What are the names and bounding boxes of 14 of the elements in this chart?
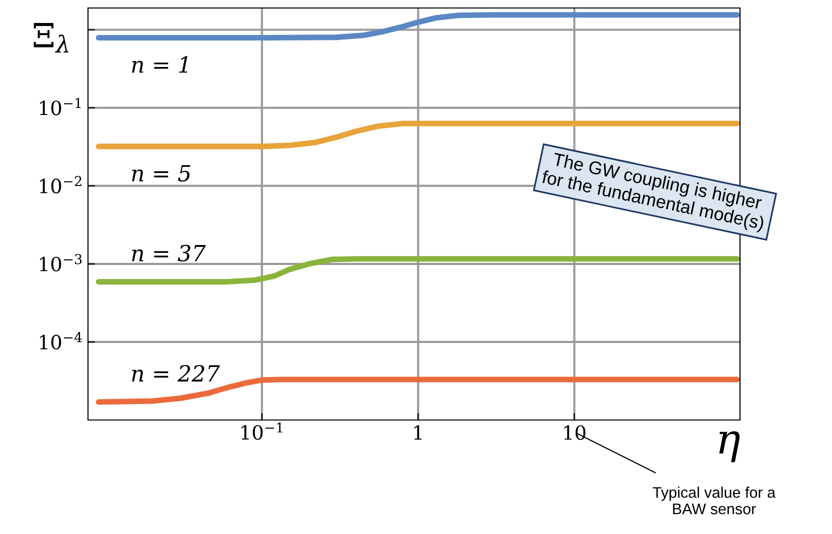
x-tick-label: 10 <box>564 425 586 440</box>
x-axis-title: η <box>719 431 740 462</box>
text: Typical value for a BAW sensor <box>652 486 776 514</box>
series-label: n = 1 <box>132 56 188 73</box>
y-tick-label: 10$^{−1}$ <box>40 98 81 116</box>
x-tick-label: 10$^{−1}$ <box>242 422 282 440</box>
series-label: n = 5 <box>132 165 190 182</box>
x-tick-label: 1 <box>414 425 422 440</box>
y-tick-label: 10$^{−3}$ <box>40 254 82 272</box>
y-tick-label: 10$^{−4}$ <box>40 332 82 350</box>
series-label: n = 227 <box>132 364 220 382</box>
y-tick-label: 10$^{−2}$ <box>40 176 82 194</box>
series-label: n = 37 <box>132 244 206 262</box>
y-axis-title: Ξ$_{λ}$ <box>34 22 68 52</box>
